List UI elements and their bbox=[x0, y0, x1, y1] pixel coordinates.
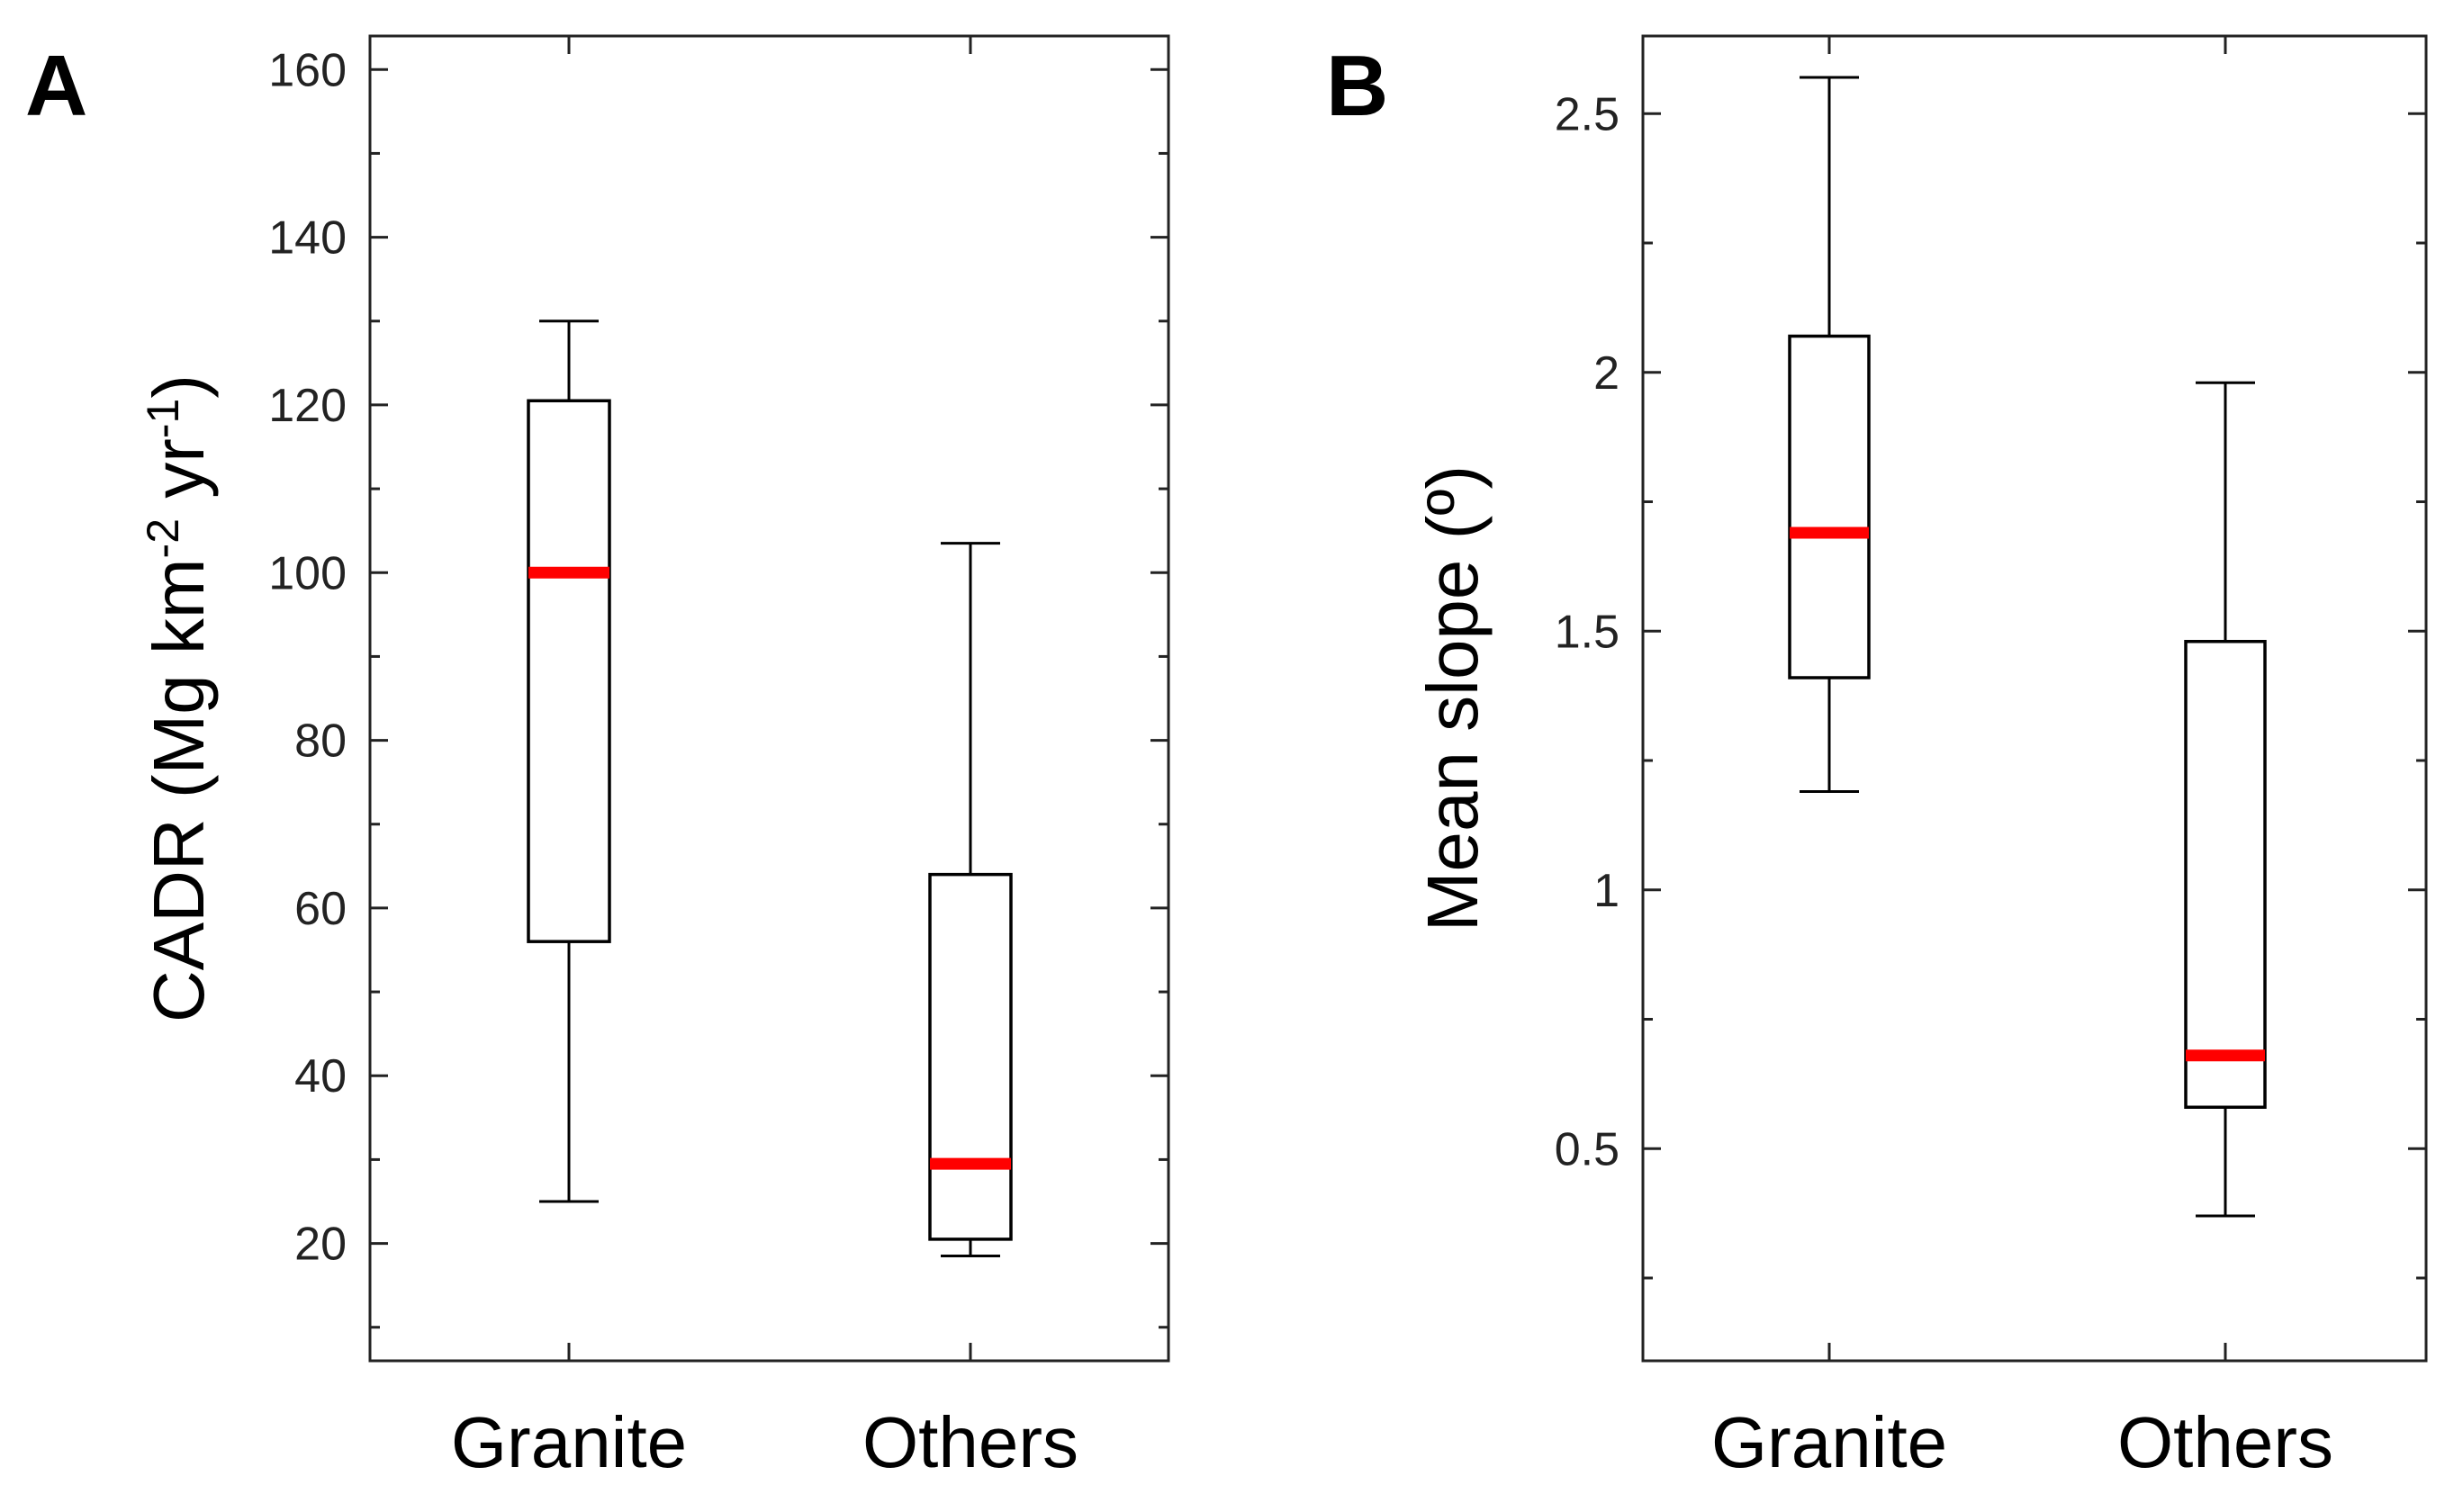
panel-a-xtick-label: Others bbox=[862, 1402, 1078, 1482]
panel-a-ytick-label: 140 bbox=[268, 212, 347, 265]
panel-b-xtick-label: Granite bbox=[1711, 1402, 1947, 1482]
panel-b-ytick-label: 0.5 bbox=[1555, 1123, 1619, 1175]
panel-a-xtick-label: Granite bbox=[451, 1402, 687, 1482]
panel-a-ytick-label: 100 bbox=[268, 547, 347, 599]
panel-b-label: B bbox=[1326, 38, 1388, 134]
panel-b-ylabel: Mean slope (º) bbox=[1412, 465, 1493, 932]
panel-b-chart: B 0.5 1 1.5 2 2.5 Mean slope (º) Granite Others bbox=[1326, 34, 2428, 1482]
panel-a-ytick-label: 20 bbox=[294, 1219, 347, 1271]
panel-b-granite-box bbox=[1788, 334, 1871, 680]
panel-a-ytick-label: 80 bbox=[294, 716, 347, 768]
panel-b-axes-frame bbox=[1641, 34, 2428, 1363]
panel-b-others-box bbox=[2184, 640, 2267, 1109]
panel-a-ytick-label: 120 bbox=[268, 380, 347, 432]
panel-a-chart: A 20 40 60 80 100 120 140 160 CADR (Mg km-2 yr-1)… bbox=[25, 34, 1170, 1482]
panel-b-xtick-label: Others bbox=[2117, 1402, 2333, 1482]
panel-a-granite-box bbox=[527, 399, 611, 943]
panel-a-label: A bbox=[25, 38, 87, 134]
panel-a-others-box bbox=[928, 872, 1013, 1241]
panel-a-ytick-label: 40 bbox=[294, 1050, 347, 1102]
panel-a-ytick-label: 60 bbox=[294, 883, 347, 935]
panel-b-ytick-label: 1.5 bbox=[1555, 606, 1619, 658]
panel-b-ytick-label: 1 bbox=[1593, 865, 1619, 917]
panel-a-ytick-label: 160 bbox=[268, 44, 347, 96]
panel-b-ytick-label: 2 bbox=[1593, 347, 1619, 400]
panel-a-axes-frame bbox=[368, 34, 1170, 1363]
panel-a-ylabel: CADR (Mg km-2 yr-1) bbox=[138, 374, 219, 1022]
panel-b-ytick-label: 2.5 bbox=[1555, 88, 1619, 140]
